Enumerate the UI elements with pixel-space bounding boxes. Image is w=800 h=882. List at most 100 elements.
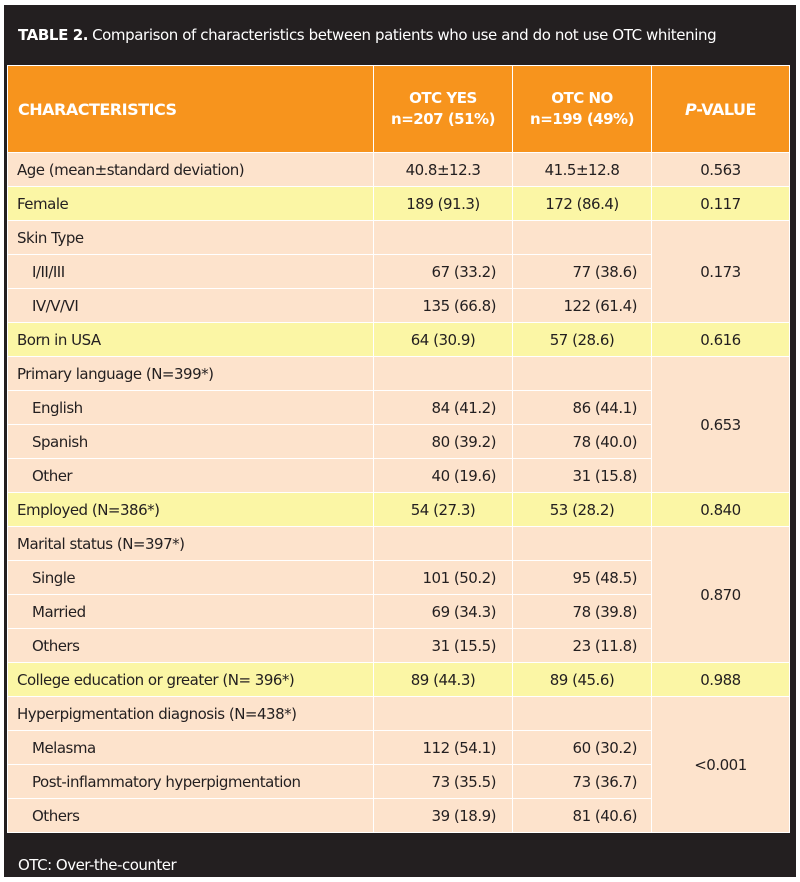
header-p-italic: P	[685, 99, 697, 119]
otc-no-value	[512, 696, 652, 731]
table-row: Single 101 (50.2) 95 (48.5)	[7, 560, 790, 595]
otc-no-value: 53 (28.2)	[512, 492, 652, 527]
row-label: Skin Type	[7, 220, 374, 255]
row-label: Born in USA	[7, 322, 374, 357]
row-label: Hyperpigmentation diagnosis (N=438*)	[7, 696, 374, 731]
header-otc-no-n: n=199 (49%)	[530, 110, 634, 128]
otc-no-value: 77 (38.6)	[512, 254, 652, 289]
header-row: CHARACTERISTICS OTC YES n=207 (51%) OTC N…	[7, 65, 790, 153]
otc-no-value: 89 (45.6)	[512, 662, 652, 697]
table-title: TABLE 2. Comparison of characteristics be…	[18, 26, 717, 44]
row-label: Age (mean±standard deviation)	[7, 152, 374, 187]
otc-no-value: 78 (39.8)	[512, 594, 652, 629]
otc-yes-value: 40.8±12.3	[373, 152, 513, 187]
p-value: 0.870	[651, 526, 790, 663]
row-label: Female	[7, 186, 374, 221]
otc-yes-value: 135 (66.8)	[373, 288, 513, 323]
table-row: Others 31 (15.5) 23 (11.8)	[7, 628, 790, 663]
header-p-value: P-VALUE	[651, 65, 790, 153]
row-label: I/II/III	[7, 254, 374, 289]
header-characteristics: CHARACTERISTICS	[7, 65, 374, 153]
p-value: 0.117	[651, 186, 790, 221]
table-row: Married 69 (34.3) 78 (39.8)	[7, 594, 790, 629]
row-label: Primary language (N=399*)	[7, 356, 374, 391]
row-label: College education or greater (N= 396*)	[7, 662, 374, 697]
p-value: 0.173	[651, 220, 790, 323]
header-p-rest: -VALUE	[696, 99, 756, 119]
otc-no-value: 78 (40.0)	[512, 424, 652, 459]
otc-no-value: 86 (44.1)	[512, 390, 652, 425]
otc-no-value: 122 (61.4)	[512, 288, 652, 323]
otc-no-value: 23 (11.8)	[512, 628, 652, 663]
otc-yes-value: 31 (15.5)	[373, 628, 513, 663]
otc-no-value	[512, 526, 652, 561]
header-otc-yes: OTC YES n=207 (51%)	[373, 65, 513, 153]
table-row: Others 39 (18.9) 81 (40.6)	[7, 798, 790, 833]
p-value: 0.616	[651, 322, 790, 357]
row-label: Others	[7, 628, 374, 663]
p-value: <0.001	[651, 696, 790, 833]
otc-no-value: 57 (28.6)	[512, 322, 652, 357]
otc-yes-value: 101 (50.2)	[373, 560, 513, 595]
otc-yes-value: 80 (39.2)	[373, 424, 513, 459]
row-label: IV/V/VI	[7, 288, 374, 323]
table-row: Hyperpigmentation diagnosis (N=438*) <0.…	[7, 696, 790, 833]
otc-no-value: 41.5±12.8	[512, 152, 652, 187]
otc-yes-value	[373, 696, 513, 731]
otc-yes-value: 64 (30.9)	[373, 322, 513, 357]
otc-no-value: 31 (15.8)	[512, 458, 652, 493]
table-row: Female 189 (91.3) 172 (86.4) 0.117	[7, 186, 790, 221]
table-row: Spanish 80 (39.2) 78 (40.0)	[7, 424, 790, 459]
otc-yes-value: 67 (33.2)	[373, 254, 513, 289]
otc-no-value: 172 (86.4)	[512, 186, 652, 221]
header-otc-no-label: OTC NO	[551, 89, 613, 107]
row-label: Others	[7, 798, 374, 833]
p-value: 0.653	[651, 356, 790, 493]
p-value: 0.563	[651, 152, 790, 187]
table-row: Marital status (N=397*) 0.870	[7, 526, 790, 663]
header-otc-no: OTC NO n=199 (49%)	[512, 65, 652, 153]
otc-yes-value: 39 (18.9)	[373, 798, 513, 833]
otc-no-value: 95 (48.5)	[512, 560, 652, 595]
p-value: 0.840	[651, 492, 790, 527]
otc-yes-value: 89 (44.3)	[373, 662, 513, 697]
row-label: Marital status (N=397*)	[7, 526, 374, 561]
table-row: Primary language (N=399*) 0.653	[7, 356, 790, 493]
row-label: Post-inflammatory hyperpigmentation	[7, 764, 374, 799]
row-label: Employed (N=386*)	[7, 492, 374, 527]
otc-yes-value: 84 (41.2)	[373, 390, 513, 425]
otc-no-value: 81 (40.6)	[512, 798, 652, 833]
table-row: Age (mean±standard deviation) 40.8±12.3 …	[7, 152, 790, 187]
header-otc-yes-n: n=207 (51%)	[391, 110, 495, 128]
otc-yes-value: 189 (91.3)	[373, 186, 513, 221]
table-row: I/II/III 67 (33.2) 77 (38.6)	[7, 254, 790, 289]
row-label: Spanish	[7, 424, 374, 459]
characteristics-table: CHARACTERISTICS OTC YES n=207 (51%) OTC N…	[7, 65, 790, 833]
otc-yes-value: 40 (19.6)	[373, 458, 513, 493]
table-row: Skin Type 0.173	[7, 220, 790, 323]
table-title-text: Comparison of characteristics between pa…	[92, 26, 717, 44]
footnote: OTC: Over-the-counter	[18, 856, 177, 874]
p-value: 0.988	[651, 662, 790, 697]
otc-yes-value: 54 (27.3)	[373, 492, 513, 527]
row-label: Other	[7, 458, 374, 493]
row-label: Married	[7, 594, 374, 629]
otc-yes-value: 73 (35.5)	[373, 764, 513, 799]
table-row: Employed (N=386*) 54 (27.3) 53 (28.2) 0.…	[7, 492, 790, 527]
table-title-prefix: TABLE 2.	[18, 26, 89, 44]
otc-no-value: 60 (30.2)	[512, 730, 652, 765]
header-otc-yes-label: OTC YES	[409, 89, 477, 107]
table-row: English 84 (41.2) 86 (44.1)	[7, 390, 790, 425]
otc-yes-value: 69 (34.3)	[373, 594, 513, 629]
row-label: Single	[7, 560, 374, 595]
table-row: College education or greater (N= 396*) 8…	[7, 662, 790, 697]
table-row: Born in USA 64 (30.9) 57 (28.6) 0.616	[7, 322, 790, 357]
otc-yes-value: 112 (54.1)	[373, 730, 513, 765]
row-label: English	[7, 390, 374, 425]
row-label: Melasma	[7, 730, 374, 765]
otc-yes-value	[373, 356, 513, 391]
otc-yes-value	[373, 220, 513, 255]
otc-no-value: 73 (36.7)	[512, 764, 652, 799]
otc-no-value	[512, 356, 652, 391]
otc-no-value	[512, 220, 652, 255]
